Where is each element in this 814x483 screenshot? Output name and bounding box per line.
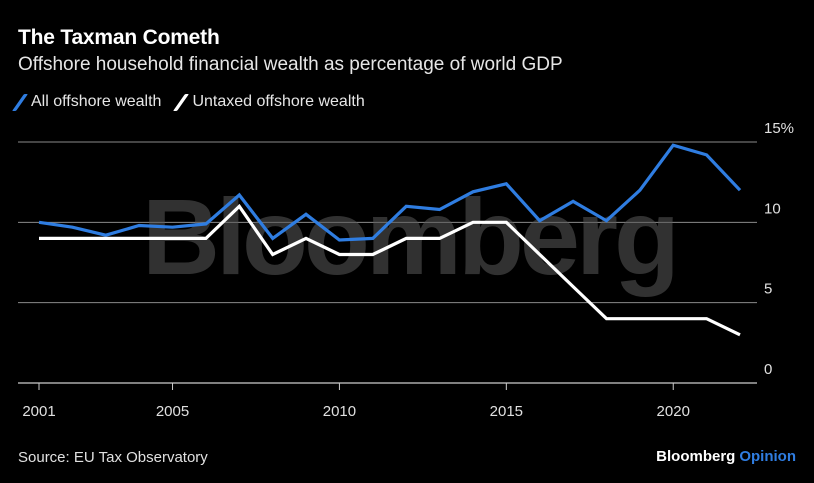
brand-main: Bloomberg bbox=[656, 448, 736, 465]
chart-subtitle: Offshore household financial wealth as p… bbox=[18, 54, 563, 75]
x-tick-label-2005: 2005 bbox=[156, 403, 189, 420]
y-axis-tick-labels: 0 5 10 15% bbox=[764, 120, 794, 378]
legend-label-all-offshore: All offshore wealth bbox=[31, 93, 162, 110]
source-note: Source: EU Tax Observatory bbox=[18, 449, 208, 466]
y-tick-label-5: 5 bbox=[764, 281, 772, 298]
series-line-untaxed-offshore bbox=[39, 203, 741, 337]
y-tick-label-15: 15% bbox=[764, 120, 794, 137]
y-tick-label-0: 0 bbox=[764, 361, 772, 378]
legend-label-untaxed-offshore: Untaxed offshore wealth bbox=[192, 93, 365, 110]
x-tick-label-2020: 2020 bbox=[657, 403, 690, 420]
bloomberg-opinion-logo: Bloomberg Opinion bbox=[656, 448, 796, 465]
chart-title: The Taxman Cometh bbox=[18, 26, 220, 49]
legend-item-all-offshore: All offshore wealth bbox=[12, 93, 162, 111]
series-line-all-offshore bbox=[38, 143, 742, 242]
legend: All offshore wealth Untaxed offshore wea… bbox=[12, 93, 383, 111]
series-lines bbox=[38, 143, 742, 337]
x-tick-label-2001: 2001 bbox=[22, 403, 55, 420]
x-tick-label-2010: 2010 bbox=[323, 403, 356, 420]
bloomberg-watermark: Bloomberg bbox=[142, 176, 676, 297]
y-tick-label-10: 10 bbox=[764, 200, 781, 217]
brand-accent: Opinion bbox=[739, 448, 796, 465]
x-axis-ticks: 2001 2005 2010 2015 2020 bbox=[22, 383, 690, 420]
legend-item-untaxed-offshore: Untaxed offshore wealth bbox=[173, 93, 365, 111]
x-tick-label-2015: 2015 bbox=[490, 403, 523, 420]
